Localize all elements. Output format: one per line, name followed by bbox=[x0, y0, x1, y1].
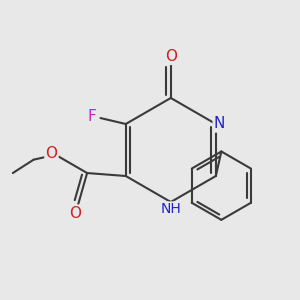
Text: O: O bbox=[69, 206, 81, 221]
Text: O: O bbox=[46, 146, 58, 160]
Text: O: O bbox=[165, 49, 177, 64]
Text: F: F bbox=[88, 109, 97, 124]
Text: NH: NH bbox=[160, 202, 181, 216]
Text: N: N bbox=[214, 116, 225, 131]
